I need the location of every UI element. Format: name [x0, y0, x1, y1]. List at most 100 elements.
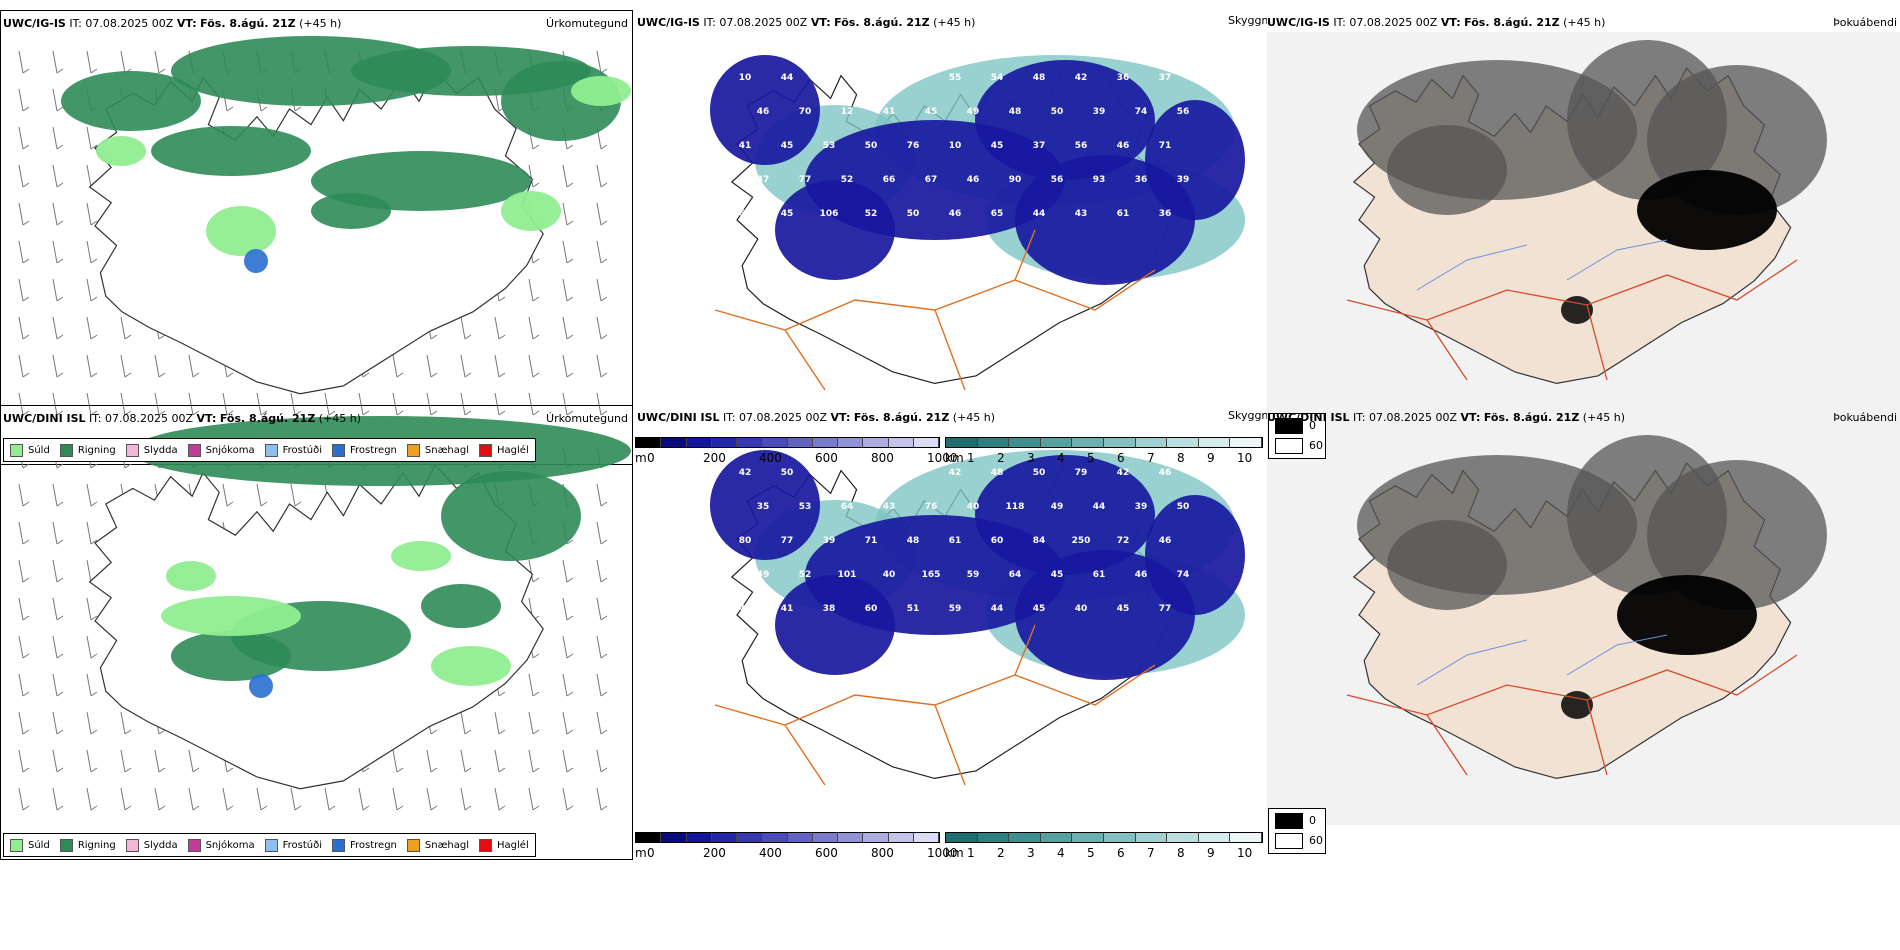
legend-label: Slydda — [143, 444, 178, 456]
drizzle-area — [501, 191, 561, 231]
visibility-tick: 4 — [1057, 846, 1065, 860]
title-vt-value: Fös. 8.ágú. 21Z — [834, 16, 930, 29]
fog-index-map-bottom: UWC/DINI ISL IT: 07.08.2025 00Z VT: Fös.… — [1267, 405, 1900, 865]
legend-item: Súld — [10, 443, 50, 457]
river-network — [1416, 634, 1668, 686]
precip-type-legend: Súld Rigning Slydda Snjókoma Frostúði Frostre… — [3, 438, 536, 462]
cloud-base-value: 59 — [967, 570, 980, 580]
visibility-tick: 8 — [1177, 846, 1185, 860]
precip-type-map-top: UWC/IG-IS IT: 07.08.2025 00Z VT: Fös. 8.… — [0, 10, 633, 465]
visibility-tick: 10 — [1237, 846, 1253, 860]
cloud-base-value: 39 — [907, 468, 920, 478]
cloud-base-unit: m — [635, 451, 647, 465]
cloud-base-value: 42 — [949, 468, 962, 478]
cloud-base-scale: m 0 200 400 600 800 1000 — [635, 437, 958, 467]
legend-item: Snjókoma — [187, 838, 255, 852]
legend-item: Rigning — [59, 838, 116, 852]
legend-label: Rigning — [77, 444, 116, 456]
visibility-tick: 6 — [1117, 846, 1125, 860]
panel-field-label: Úrkomutegund — [546, 17, 628, 30]
cloud-base-value: 46 — [1135, 570, 1148, 580]
cloud-base-value: 27 — [757, 638, 770, 648]
cloud-base-tick: 200 — [703, 846, 726, 860]
fog-index-map-top: UWC/IG-IS IT: 07.08.2025 00Z VT: Fös. 8.… — [1267, 10, 1900, 470]
legend-item: Rigning — [59, 443, 116, 457]
cloud-base-value: 61 — [949, 536, 962, 546]
title-it-label: IT: — [703, 16, 716, 29]
legend-swatch — [187, 443, 201, 457]
cloud-base-value: 52 — [799, 570, 812, 580]
cloud-base-tick: 800 — [871, 451, 894, 465]
cloud-base-tick: 400 — [759, 846, 782, 860]
legend-item: Snæhagl — [406, 838, 469, 852]
title-it-value: 07.08.2025 00Z — [1349, 16, 1438, 29]
visibility-tick: 5 — [1087, 846, 1095, 860]
cloud-base-value: 40 — [739, 604, 752, 614]
cloud-base-value: 10 — [949, 141, 962, 151]
legend-label: Frostúði — [282, 839, 322, 851]
title-it-value: 07.08.2025 00Z — [85, 17, 174, 30]
legend-item: Haglél — [479, 443, 529, 457]
cloud-base-value: 101 — [838, 570, 857, 580]
cloud-base-value: 50 — [907, 209, 920, 219]
cloud-base-value: 79 — [1075, 468, 1088, 478]
cloud-base-value: 45 — [865, 73, 878, 83]
cloud-base-unit: m — [635, 846, 647, 860]
title-vt-label: VT: — [176, 17, 197, 30]
cloud-base-value: 36 — [1117, 73, 1130, 83]
legend-item: Frostúði — [264, 443, 322, 457]
cloud-base-value: 67 — [925, 175, 938, 185]
visibility-tick: 2 — [997, 451, 1005, 465]
low-cloud-base-area — [975, 455, 1155, 575]
fog-map-canvas — [1267, 405, 1900, 825]
low-cloud-base-area — [1015, 155, 1195, 285]
visibility-unit: km — [945, 451, 964, 465]
cloud-base-value: 50 — [1177, 502, 1190, 512]
cloud-base-tick: 0 — [647, 846, 655, 860]
panel-field-label: Úrkomutegund — [546, 412, 628, 425]
cloud-base-value: 38 — [823, 604, 836, 614]
title-it-label: IT: — [1353, 411, 1366, 424]
dense-fog-area — [1617, 575, 1757, 655]
visibility-scale: km 1 2 3 4 5 6 7 8 9 10 — [945, 437, 1263, 467]
panel-title: UWC/IG-IS IT: 07.08.2025 00Z VT: Fös. 8.… — [637, 16, 975, 29]
title-vt-label: VT: — [810, 16, 831, 29]
panel-field-label: Skyggni — [1228, 409, 1267, 422]
cloud-base-value: 43 — [1075, 209, 1088, 219]
cloud-base-colorbar — [635, 437, 940, 448]
legend-item: Snæhagl — [406, 443, 469, 457]
cloud-base-value: 84 — [1033, 536, 1046, 546]
title-model: UWC/DINI ISL — [3, 412, 86, 425]
cloud-base-value: 52 — [865, 209, 878, 219]
cloud-base-value: 77 — [781, 536, 794, 546]
cloud-base-value: 56 — [1177, 107, 1190, 117]
cloud-base-value: 64 — [841, 502, 854, 512]
visibility-tick: 10 — [1237, 451, 1253, 465]
precip-map-canvas — [1, 11, 632, 464]
visibility-tick: 5 — [1087, 451, 1095, 465]
visibility-colorbar — [945, 437, 1263, 448]
cloud-base-value: 49 — [757, 570, 770, 580]
rain-area — [171, 631, 291, 681]
cloud-base-value: 44 — [781, 73, 794, 83]
drizzle-area — [166, 561, 216, 591]
rain-area — [421, 584, 501, 628]
drizzle-area — [391, 541, 451, 571]
drizzle-area — [96, 136, 146, 166]
cloud-base-value: 45 — [1051, 570, 1064, 580]
precip-type-map-bottom: UWC/DINI ISL IT: 07.08.2025 00Z VT: Fös.… — [0, 405, 633, 860]
visibility-tick: 7 — [1147, 846, 1155, 860]
fog-map-canvas — [1267, 10, 1900, 430]
cloud-base-value: 56 — [1051, 175, 1064, 185]
precip-map-canvas — [1, 406, 632, 859]
title-it-label: IT: — [89, 412, 102, 425]
cloud-base-value: 50 — [865, 141, 878, 151]
cloud-base-value: 66 — [883, 175, 896, 185]
rain-area — [441, 471, 581, 561]
panel-title: UWC/DINI ISL IT: 07.08.2025 00Z VT: Fös.… — [3, 412, 361, 425]
cloud-base-value: 37 — [1033, 141, 1046, 151]
cloud-base-value: 46 — [949, 209, 962, 219]
dense-fog-area — [1637, 170, 1777, 250]
cloud-base-value: 46 — [757, 243, 770, 253]
